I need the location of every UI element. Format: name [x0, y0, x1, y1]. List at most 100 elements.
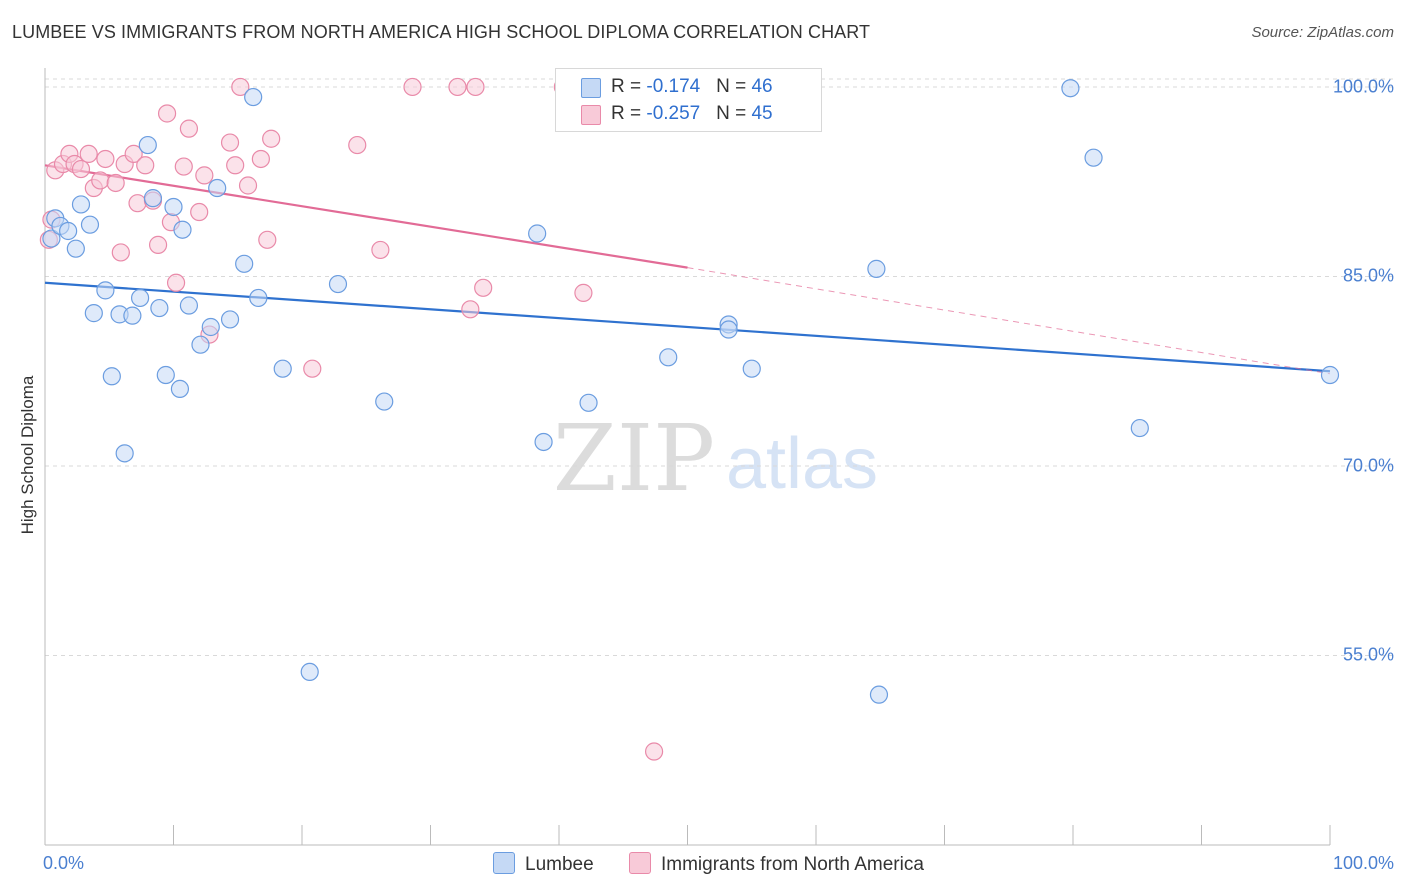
n-label: N = [716, 103, 752, 124]
point-immigrants [148, 235, 168, 254]
point-lumbee [867, 259, 886, 278]
point-lumbee [579, 393, 598, 412]
point-lumbee [719, 320, 738, 339]
point-immigrants [124, 144, 143, 164]
point-lumbee [328, 274, 348, 294]
point-lumbee [208, 178, 227, 198]
point-immigrants [574, 283, 593, 302]
point-lumbee [123, 306, 142, 325]
point-immigrants [644, 742, 664, 761]
watermark-atlas: atlas [726, 424, 878, 504]
point-lumbee [59, 221, 78, 241]
point-lumbee [156, 365, 175, 385]
point-lumbee [375, 392, 394, 411]
point-lumbee [138, 135, 157, 155]
x-tick-label-max: 100.0% [1332, 853, 1394, 873]
point-lumbee [249, 288, 268, 308]
point-immigrants [106, 173, 125, 193]
point-lumbee [1320, 365, 1340, 385]
legend-label-lumbee: Lumbee [525, 854, 594, 875]
point-immigrants [91, 171, 110, 190]
source-label: Source: ZipAtlas.com [1251, 24, 1394, 41]
point-lumbee [115, 444, 134, 463]
legend-item-lumbee[interactable]: Lumbee [493, 852, 594, 876]
point-lumbee [179, 296, 199, 315]
point-lumbee [300, 662, 319, 682]
point-immigrants [448, 77, 467, 97]
stats-swatch-immigrants [581, 105, 601, 125]
point-immigrants [303, 359, 322, 378]
point-immigrants [111, 243, 130, 262]
legend-swatch-lumbee [493, 852, 515, 874]
chart-title: LUMBEE VS IMMIGRANTS FROM NORTH AMERICA … [12, 22, 871, 42]
y-tick-label: 100.0% [1332, 76, 1394, 97]
stats-swatch-lumbee [581, 78, 601, 98]
point-lumbee [659, 348, 678, 367]
point-immigrants [195, 166, 214, 185]
point-lumbee [66, 239, 85, 258]
y-tick-label: 70.0% [1342, 455, 1394, 476]
point-lumbee [143, 189, 163, 208]
y-tick-label: 55.0% [1342, 644, 1394, 665]
r-value: -0.257 [646, 103, 701, 124]
point-lumbee [1084, 148, 1103, 167]
legend: Lumbee Immigrants from North America [0, 852, 1406, 878]
point-lumbee [191, 335, 210, 354]
point-lumbee [96, 281, 115, 300]
trend-line-immigrants [44, 164, 688, 269]
point-immigrants [71, 159, 91, 179]
point-immigrants [179, 119, 199, 138]
point-lumbee [102, 367, 121, 386]
legend-label-immigrants: Immigrants from North America [661, 854, 924, 875]
point-immigrants [238, 176, 258, 195]
point-lumbee [173, 220, 192, 239]
point-immigrants [403, 77, 422, 97]
n-value: 46 [751, 76, 773, 97]
watermark-zip: ZIP [553, 405, 715, 512]
point-immigrants [348, 135, 367, 155]
r-label: R = [611, 76, 647, 97]
stats-legend-box: R = -0.174 N = 46 R = -0.257 N = 45 [555, 68, 822, 132]
point-lumbee [1130, 418, 1149, 438]
point-lumbee [244, 87, 263, 107]
trend-extension-immigrants [687, 267, 1331, 375]
point-lumbee [1061, 79, 1080, 98]
point-immigrants [190, 202, 209, 222]
trend-line-lumbee [44, 281, 1331, 373]
point-lumbee [235, 254, 254, 273]
point-immigrants [136, 156, 155, 175]
point-lumbee [528, 224, 547, 243]
point-lumbee [201, 317, 220, 337]
point-lumbee [273, 359, 292, 378]
point-lumbee [150, 298, 169, 318]
point-immigrants [371, 240, 390, 260]
n-value: 45 [751, 103, 773, 124]
point-lumbee [84, 304, 103, 323]
point-immigrants [474, 278, 493, 297]
point-lumbee [130, 288, 150, 308]
r-value: -0.174 [646, 76, 701, 97]
legend-swatch-immigrants [629, 852, 651, 874]
point-lumbee [42, 229, 61, 248]
legend-item-immigrants[interactable]: Immigrants from North America [629, 852, 924, 876]
point-immigrants [461, 300, 480, 319]
point-lumbee [534, 432, 553, 452]
point-immigrants [157, 104, 177, 123]
point-immigrants [166, 273, 186, 292]
point-immigrants [96, 149, 115, 169]
y-tick-label: 85.0% [1342, 265, 1394, 286]
point-lumbee [220, 310, 240, 329]
point-lumbee [742, 359, 761, 378]
point-immigrants [174, 157, 193, 176]
x-tick-label-min: 0.0% [43, 853, 85, 873]
grid-lines [45, 78, 1395, 656]
point-immigrants [258, 230, 277, 249]
point-immigrants [79, 144, 98, 164]
n-label: N = [716, 76, 752, 97]
point-lumbee [71, 195, 91, 214]
point-lumbee [80, 215, 100, 234]
point-lumbee [164, 197, 183, 217]
point-immigrants [226, 156, 245, 175]
point-immigrants [220, 133, 240, 152]
